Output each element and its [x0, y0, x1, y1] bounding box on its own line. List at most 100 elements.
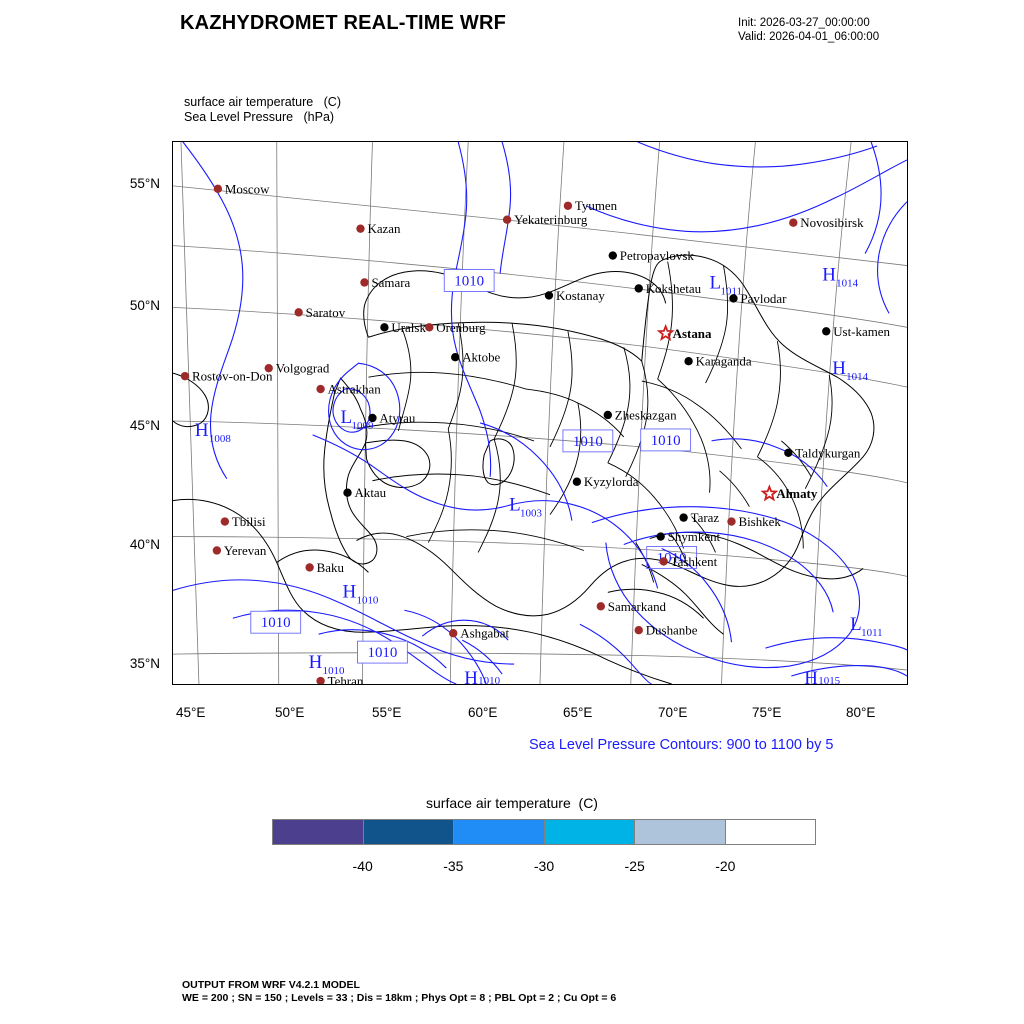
city-marker[interactable]: Yekaterinburg: [502, 212, 588, 227]
city-marker[interactable]: Volgograd: [264, 361, 330, 376]
city-dot-icon: [727, 517, 736, 526]
city-marker[interactable]: Almaty: [760, 484, 818, 502]
city-marker[interactable]: Samara: [360, 275, 411, 290]
map-canvas[interactable]: 1010 1010 1010 1010 1010: [173, 142, 907, 684]
svg-text:1010: 1010: [323, 665, 345, 677]
colorbar[interactable]: [272, 819, 816, 845]
contour-label: 1010: [357, 640, 408, 664]
city-dot-icon: [316, 676, 325, 684]
city-marker[interactable]: Uralsk: [380, 320, 426, 335]
city-label: Samarkand: [608, 599, 667, 614]
svg-text:H: H: [804, 668, 818, 684]
svg-text:1003: 1003: [520, 508, 542, 520]
pressure-contours: [173, 142, 907, 684]
contour-labels: 1010 1010 1010 1010 1010: [250, 269, 698, 664]
city-dot-icon: [563, 201, 573, 210]
capital-star-icon: [656, 323, 675, 341]
city-marker[interactable]: Karaganda: [684, 354, 752, 369]
city-marker[interactable]: Taldykurgan: [784, 445, 861, 460]
city-dot-icon: [729, 294, 738, 303]
city-label: Shymkent: [668, 529, 721, 544]
city-marker[interactable]: Moscow: [213, 181, 270, 196]
city-label: Almaty: [776, 486, 818, 501]
city-label: Kostanay: [556, 288, 605, 303]
city-dot-icon: [784, 448, 793, 458]
svg-text:1010: 1010: [454, 273, 484, 289]
field-caption: surface air temperature (C) Sea Level Pr…: [184, 95, 341, 124]
admin-boundaries: [356, 261, 833, 583]
city-marker[interactable]: Rostov-on-Don: [180, 369, 273, 384]
colorbar-tick-label: -20: [715, 858, 736, 874]
city-marker[interactable]: Shymkent: [656, 529, 721, 544]
colorbar-tick-label: -35: [443, 858, 464, 874]
city-label: Astrakhan: [328, 382, 382, 397]
city-marker[interactable]: Baku: [305, 560, 344, 575]
city-label: Ust-kamen: [833, 324, 890, 339]
lon-tick-75e: 75°E: [752, 705, 782, 720]
city-label: Dushanbe: [646, 623, 698, 638]
city-marker[interactable]: Tbilisi: [220, 514, 266, 529]
city-marker[interactable]: Yerevan: [212, 543, 267, 558]
city-marker[interactable]: Atyrau: [368, 410, 416, 425]
city-dot-icon: [684, 357, 693, 366]
city-marker[interactable]: Kyzylorda: [572, 474, 639, 489]
city-marker[interactable]: Kokshetau: [634, 281, 702, 296]
footer-line-1: OUTPUT FROM WRF V4.2.1 MODEL: [182, 979, 360, 991]
city-label: Orenburg: [436, 320, 486, 335]
city-marker[interactable]: Novosibirsk: [789, 215, 864, 230]
city-marker[interactable]: Dushanbe: [634, 623, 698, 638]
contour-label: 1010: [443, 269, 495, 292]
city-marker[interactable]: Petropavlovsk: [608, 248, 695, 263]
city-dot-icon: [360, 278, 369, 287]
city-dot-icon: [789, 218, 798, 227]
city-marker[interactable]: Orenburg: [425, 320, 486, 335]
city-marker[interactable]: Taraz: [679, 510, 719, 525]
city-marker[interactable]: Tehran: [316, 674, 364, 684]
city-marker[interactable]: Astana: [656, 323, 712, 341]
lon-tick-70e: 70°E: [658, 705, 688, 720]
city-marker[interactable]: Ust-kamen: [822, 324, 891, 339]
city-label: Volgograd: [276, 361, 330, 376]
pressure-center-l: L 1011: [710, 272, 742, 297]
city-dot-icon: [603, 410, 613, 420]
city-marker[interactable]: Kostanay: [544, 288, 606, 303]
city-marker[interactable]: Astrakhan: [316, 382, 381, 397]
city-marker[interactable]: Saratov: [294, 305, 346, 320]
map-panel[interactable]: 1010 1010 1010 1010 1010: [172, 141, 908, 685]
city-marker[interactable]: Tyumen: [563, 198, 618, 213]
city-marker[interactable]: Bishkek: [727, 514, 781, 529]
city-marker[interactable]: Tashkent: [659, 554, 718, 569]
city-label: Tashkent: [671, 554, 718, 569]
city-marker[interactable]: Samarkand: [596, 599, 667, 614]
city-label: Aktobe: [462, 350, 500, 365]
pressure-center-h: H 1014: [822, 264, 858, 289]
city-label: Kokshetau: [646, 281, 702, 296]
city-dot-icon: [380, 323, 389, 332]
lat-tick-50n: 50°N: [129, 298, 160, 313]
city-dot-icon: [368, 413, 377, 423]
colorbar-tick-label: -25: [624, 858, 645, 874]
city-marker[interactable]: Ashgabat: [449, 626, 510, 641]
svg-text:1010: 1010: [357, 594, 379, 606]
svg-text:H: H: [195, 420, 209, 441]
city-dot-icon: [544, 291, 554, 300]
city-marker[interactable]: Kazan: [356, 221, 401, 236]
contour-label: 1010: [562, 429, 614, 453]
city-label: Taraz: [691, 510, 720, 525]
page-title: KAZHYDROMET REAL-TIME WRF: [180, 12, 507, 34]
city-marker[interactable]: Aktobe: [451, 350, 501, 365]
city-marker[interactable]: Zheskazgan: [603, 407, 678, 422]
pressure-center-l: L 1009: [341, 407, 374, 432]
svg-text:H: H: [343, 581, 357, 602]
city-dot-icon: [679, 513, 688, 522]
city-label: Petropavlovsk: [620, 248, 695, 263]
pressure-center-h: H 1010: [464, 668, 500, 684]
lat-tick-40n: 40°N: [129, 537, 160, 552]
init-time: Init: 2026-03-27_00:00:00: [738, 17, 870, 29]
city-marker[interactable]: Pavlodar: [729, 291, 787, 306]
svg-text:L: L: [710, 272, 722, 293]
svg-text:1010: 1010: [367, 645, 397, 661]
city-marker[interactable]: Aktau: [343, 485, 387, 500]
colorbar-ticks: -40 -35 -30 -25 -20: [272, 858, 816, 878]
